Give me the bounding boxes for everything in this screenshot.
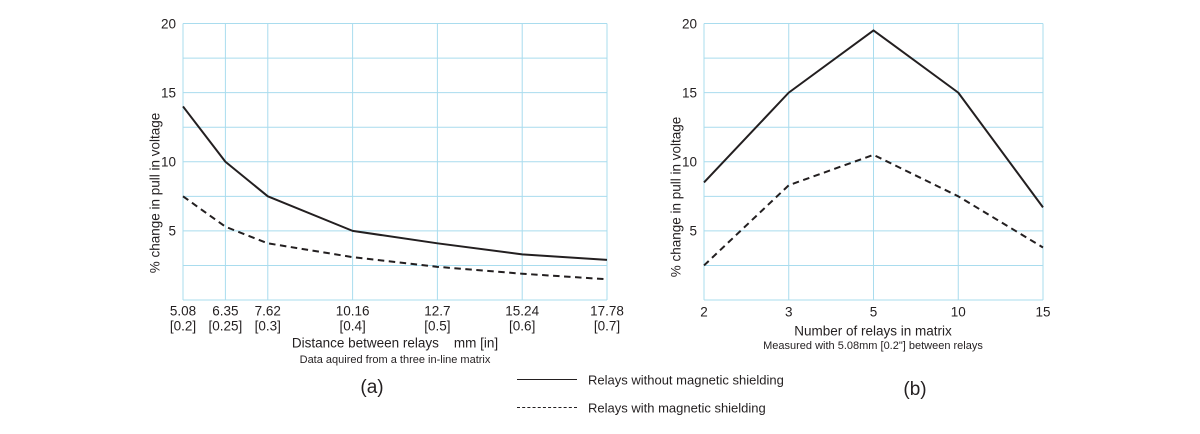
chart-a-x-tick-inch-label: [0.4]	[339, 318, 366, 334]
chart-a-x-tick-mm-label: 10.16	[335, 303, 370, 319]
chart-b-caption: (b)	[903, 379, 927, 400]
chart-a-x-tick-inch-label: [0.25]	[208, 318, 243, 334]
chart-a-y-tick-label: 10	[160, 154, 176, 170]
legend-label-with-shielding: Relays with magnetic shielding	[588, 400, 766, 416]
chart-b-x-tick-label: 15	[1035, 304, 1051, 320]
chart-a-x-axis-note: Data aquired from a three in-line matrix	[299, 354, 491, 366]
chart-b-y-tick-label: 10	[681, 154, 697, 170]
chart-b-y-tick-label: 5	[689, 223, 697, 239]
chart-b-x-axis-title: Number of relays in matrix	[794, 323, 952, 339]
chart-b-series-without-shielding	[703, 29, 1044, 208]
chart-a-x-tick-mm-label: 5.08	[169, 303, 197, 319]
chart-a-x-tick-mm-label: 17.78	[590, 303, 624, 319]
legend-dashed-line-sample	[517, 407, 577, 408]
chart-b-x-axis-note: Measured with 5.08mm [0.2"] between rela…	[763, 340, 983, 352]
chart-a-y-tick-label: 5	[168, 223, 176, 239]
chart-b-grid	[703, 23, 1044, 301]
chart-a-series-with-shielding	[182, 195, 608, 281]
chart-b-y-tick-label: 20	[681, 16, 697, 31]
chart-b-x-tick-label: 3	[784, 304, 793, 320]
chart-b-series-with-shielding	[703, 153, 1044, 267]
legend-solid-line-sample	[517, 379, 577, 380]
legend-label-without-shielding: Relays without magnetic shielding	[588, 372, 784, 388]
chart-a-series-without-shielding	[182, 105, 608, 261]
chart-b-x-tick-label: 10	[950, 304, 966, 320]
chart-a-x-tick-mm-label: 6.35	[212, 303, 239, 319]
chart-a-x-axis-title: Distance between relays mm [in]	[291, 335, 499, 351]
chart-a-x-tick-mm-label: 12.7	[424, 303, 451, 319]
chart-a-x-tick-inch-label: [0.2]	[169, 318, 197, 334]
chart-a-x-tick-inch-label: [0.3]	[254, 318, 281, 334]
chart-b-x-tick-label: 2	[700, 304, 708, 320]
chart-a-caption: (a)	[360, 377, 384, 398]
chart-a-x-tick-mm-label: 7.62	[254, 303, 281, 319]
chart-a-y-tick-label: 20	[160, 16, 176, 31]
chart-a-x-tick-mm-label: 15.24	[505, 303, 540, 319]
chart-a-x-tick-inch-label: [0.6]	[509, 318, 536, 334]
chart-a-x-tick-inch-label: [0.7]	[593, 318, 621, 334]
chart-b-y-axis-title: % change in pull in voltage	[668, 116, 684, 278]
chart-a-y-axis-title: % change in pull in voltage	[147, 112, 163, 274]
chart-a-y-tick-label: 15	[160, 85, 176, 101]
chart-a-grid	[182, 23, 608, 301]
chart-b-x-tick-label: 5	[869, 304, 878, 320]
chart-b-y-tick-label: 15	[681, 85, 697, 101]
chart-a-x-tick-inch-label: [0.5]	[424, 318, 451, 334]
